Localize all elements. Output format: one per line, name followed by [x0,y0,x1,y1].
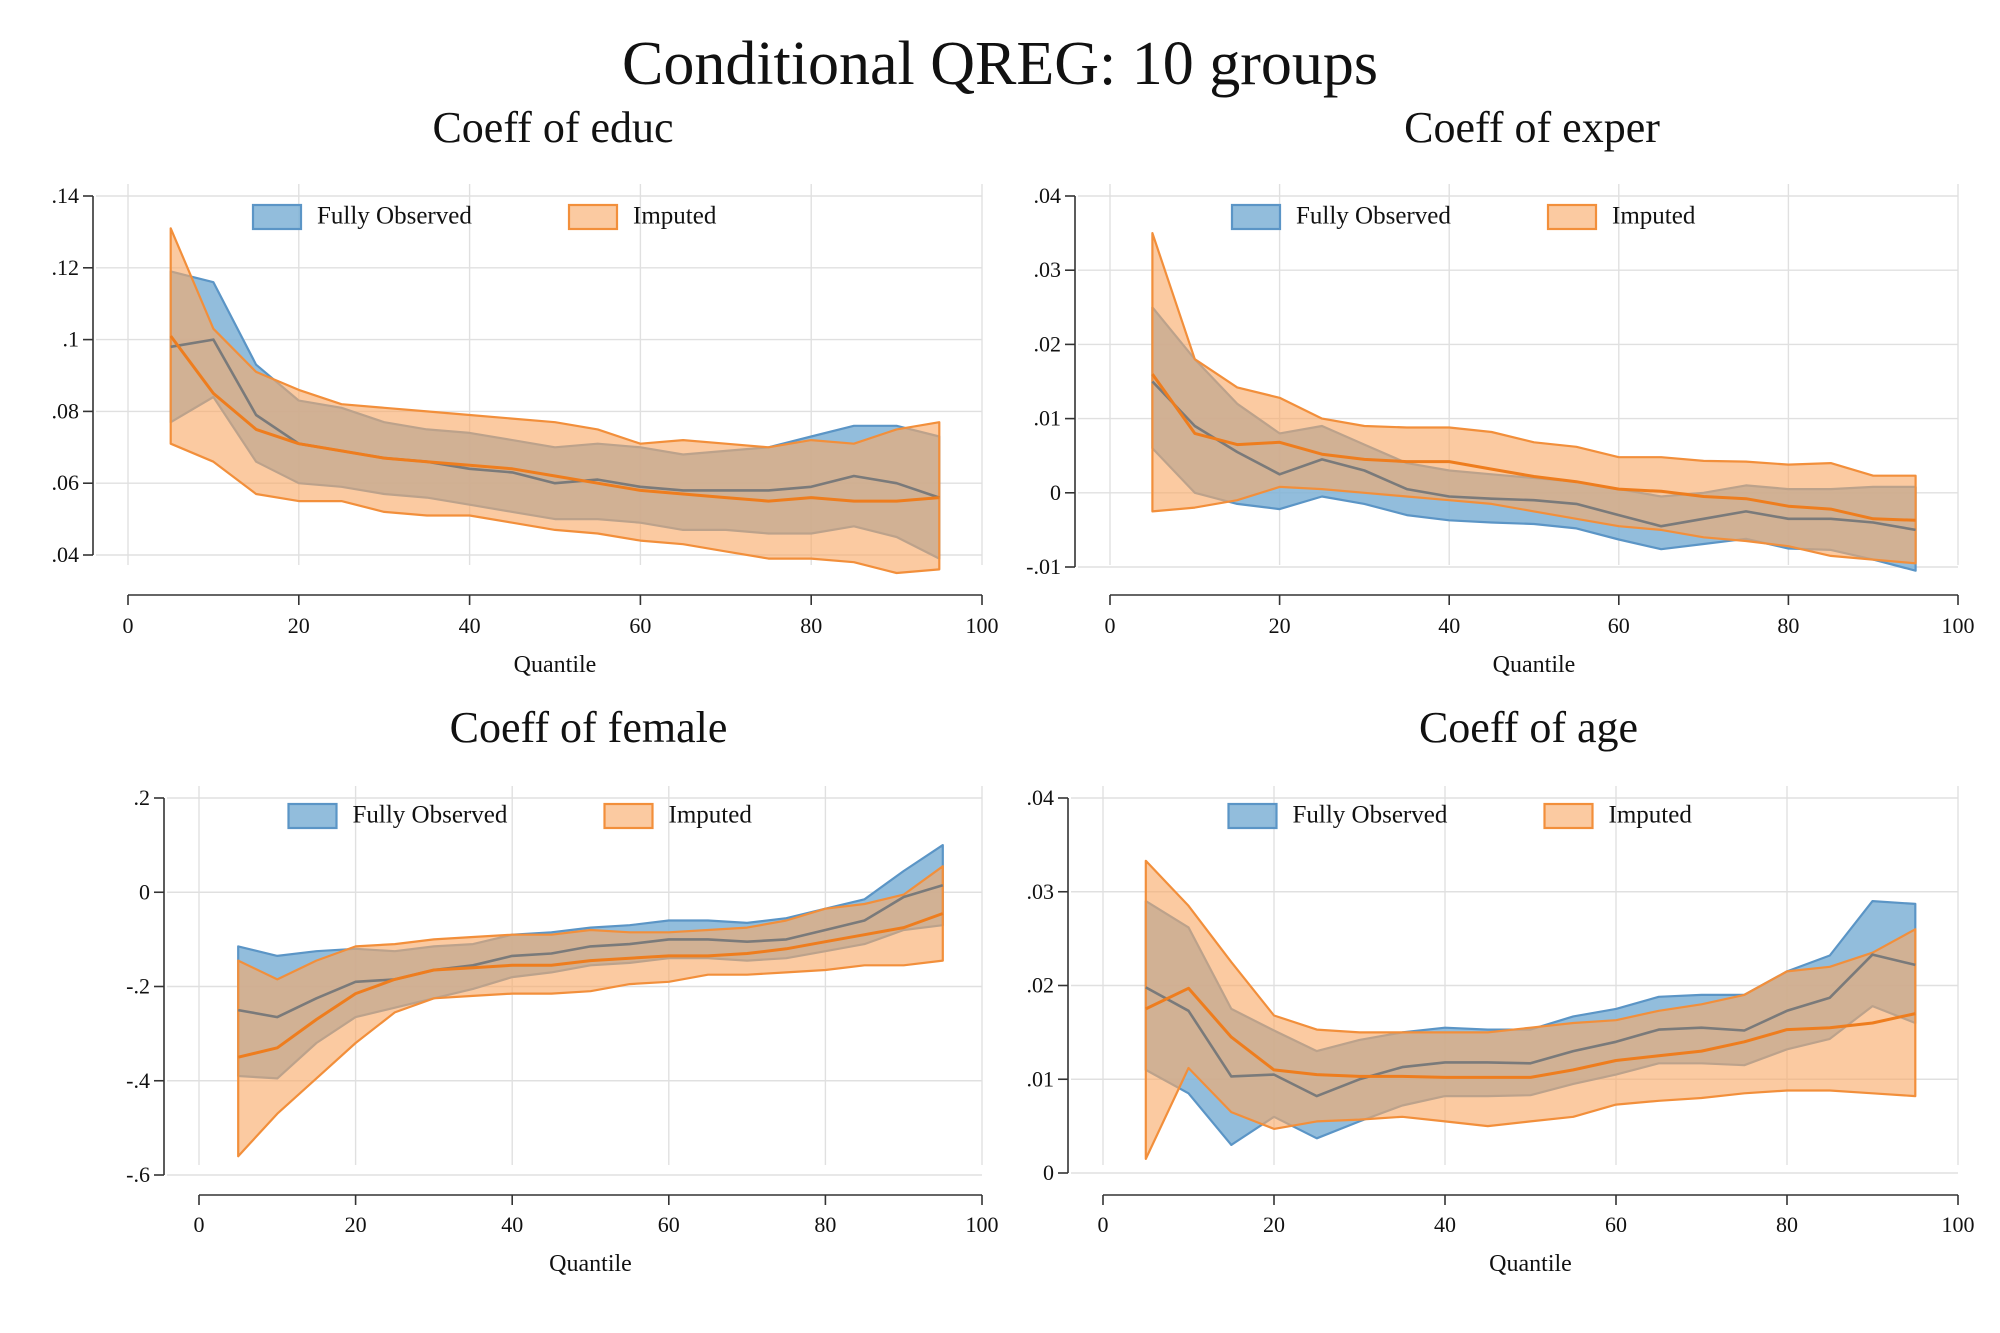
imputed-band [1144,859,1917,1160]
y-tick-label: .04 [1027,785,1055,810]
y-tick-label: .04 [1034,183,1062,208]
y-tick-label: -.4 [126,1068,150,1093]
imputed-legend-label: Imputed [1609,802,1693,829]
y-tick-label: -.6 [126,1162,150,1187]
x-axis-label: Quantile [1489,1251,1572,1277]
y-tick-label: .03 [1027,879,1055,904]
x-tick-label: 80 [1776,1212,1798,1237]
y-tick-label: .02 [1027,973,1055,998]
imputed-legend-label: Imputed [633,203,717,230]
y-tick-label: .01 [1027,1066,1055,1091]
x-tick-label: 100 [1942,613,1975,638]
x-tick-label: 80 [800,613,822,638]
y-tick-label: .1 [63,327,80,352]
x-tick-label: 100 [966,613,999,638]
x-tick-label: 60 [1605,1212,1627,1237]
y-tick-label: .04 [52,542,80,567]
x-tick-label: 100 [1942,1212,1975,1237]
x-tick-label: 0 [123,613,134,638]
chart-panel-1: -.01 0 .01 .02 .03 .04 0 20 40 60 80 100 Quantile Coe… [1026,103,1974,678]
panel-title: Coeff of exper [1404,103,1660,152]
x-tick-label: 40 [1434,1212,1456,1237]
x-tick-label: 60 [629,613,651,638]
x-tick-label: 80 [814,1212,836,1237]
x-tick-label: 40 [501,1212,523,1237]
fully-observed-legend-swatch [1227,802,1278,830]
x-tick-label: 20 [345,1212,367,1237]
fully-observed-legend-label: Fully Observed [317,203,472,230]
y-tick-label: .06 [52,470,80,495]
imputed-band [1151,232,1917,565]
y-tick-label: 0 [139,879,150,904]
x-tick-label: 0 [194,1212,205,1237]
y-tick-label: .03 [1034,257,1062,282]
figure-title: Conditional QREG: 10 groups [621,30,1379,98]
chart-panel-3: 0 .01 .02 .03 .04 0 20 40 60 80 100 Quantile Coeff o… [1027,703,1975,1277]
x-tick-label: 0 [1105,613,1116,638]
y-tick-label: -.2 [126,974,150,999]
fully-observed-legend-swatch [1230,203,1282,231]
fully-observed-estimate-line [237,883,944,1019]
y-tick-label: .14 [52,183,80,208]
x-tick-label: 40 [459,613,481,638]
x-tick-label: 20 [288,613,310,638]
imputed-estimate-line [1151,373,1916,522]
fully-observed-legend-swatch [251,203,303,231]
chart-panel-2: -.6 -.4 -.2 0 .2 0 20 40 60 80 100 Quantile Coeff of… [126,703,998,1277]
fully-observed-legend-label: Fully Observed [353,802,508,829]
imputed-legend-swatch [567,203,619,231]
fully-observed-legend-label: Fully Observed [1296,203,1451,230]
y-tick-label: .01 [1034,406,1062,431]
y-tick-label: 0 [1050,480,1061,505]
x-axis-label: Quantile [1493,652,1576,678]
x-tick-label: 80 [1777,613,1799,638]
x-tick-label: 60 [1608,613,1630,638]
chart-panel-0: .04 .06 .08 .1 .12 .14 0 20 40 60 80 100 Quantile Coe… [52,103,999,678]
imputed-estimate-line [1145,986,1916,1079]
x-tick-label: 100 [966,1212,999,1237]
imputed-estimate-line [169,335,940,503]
x-tick-label: 40 [1438,613,1460,638]
x-tick-label: 60 [658,1212,680,1237]
imputed-legend-label: Imputed [669,802,753,829]
y-tick-label: .02 [1034,331,1062,356]
x-axis-label: Quantile [549,1251,632,1277]
imputed-band [169,227,941,575]
panel-title: Coeff of female [450,703,728,752]
fully-observed-legend-label: Fully Observed [1293,802,1448,829]
y-tick-label: -.01 [1026,554,1061,579]
imputed-legend-swatch [1543,802,1594,830]
imputed-estimate-line [237,912,944,1059]
imputed-legend-swatch [603,802,654,830]
panel-title: Coeff of educ [432,103,673,152]
x-axis-label: Quantile [514,652,597,678]
y-tick-label: .12 [52,255,80,280]
imputed-legend-swatch [1546,203,1598,231]
fully-observed-estimate-line [1145,953,1916,1098]
y-tick-label: .08 [52,398,80,423]
x-tick-label: 0 [1098,1212,1109,1237]
imputed-band [237,865,944,1158]
fully-observed-estimate-line [1151,380,1916,532]
y-tick-label: 0 [1043,1160,1054,1185]
x-tick-label: 20 [1263,1212,1285,1237]
x-tick-label: 20 [1269,613,1291,638]
panel-title: Coeff of age [1419,703,1638,752]
fully-observed-legend-swatch [287,802,338,830]
imputed-legend-label: Imputed [1612,203,1696,230]
y-tick-label: .2 [134,785,151,810]
